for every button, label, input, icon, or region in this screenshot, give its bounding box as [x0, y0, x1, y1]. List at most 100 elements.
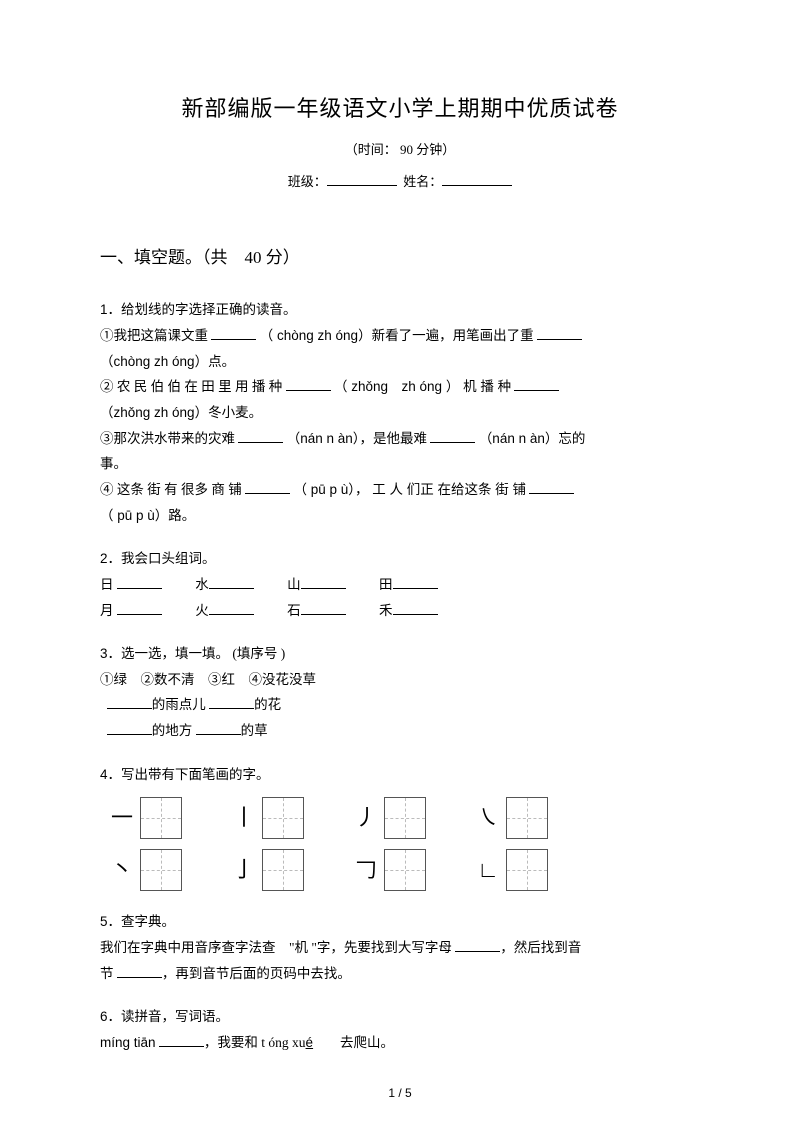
q1-blank3[interactable] — [286, 377, 331, 391]
q1-blank6[interactable] — [430, 429, 475, 443]
q5-text-a: 我们在字典中用音序查字法查 "机 "字，先要找到大写字母 — [100, 940, 452, 955]
q5-text-d: ，再到音节后面的页码中去找。 — [162, 966, 351, 981]
grid-box[interactable] — [140, 797, 182, 839]
q6-title: 读拼音，写词语。 — [121, 1009, 229, 1024]
grid-box[interactable] — [140, 849, 182, 891]
q5-b2[interactable] — [117, 964, 162, 978]
q1-blank1[interactable] — [211, 326, 256, 340]
q3-b2[interactable] — [209, 695, 254, 709]
q1-p1a: （ chòng zh óng）新看了一遍，用笔画出了重 — [260, 328, 534, 343]
q1-blank7[interactable] — [245, 480, 290, 494]
q2-w6: 火 — [195, 603, 209, 618]
q3-l2a: 的地方 — [152, 723, 193, 738]
q2-num: 2． — [100, 551, 121, 566]
q5-title: 查字典。 — [121, 914, 175, 929]
q3-l2b: 的草 — [241, 723, 268, 738]
q3-b3[interactable] — [107, 721, 152, 735]
stroke-2: 丨 — [232, 797, 256, 839]
q1-blank2[interactable] — [537, 326, 582, 340]
q2-w2: 水 — [195, 577, 209, 592]
q1-title: 给划线的字选择正确的读音。 — [121, 302, 297, 317]
q4-num: 4． — [100, 767, 121, 782]
q2-b1[interactable] — [117, 575, 162, 589]
stroke-3: 丿 — [354, 797, 378, 839]
q2-b6[interactable] — [209, 601, 254, 615]
question-4: 4．写出带有下面笔画的字。 一 丨 丿 ㇏ 丶 亅 𠃌 ∟ — [100, 762, 700, 892]
question-6: 6．读拼音，写词语。 míng tiān ，我要和 t óng xué 去爬山。 — [100, 1004, 700, 1055]
q1-p2a: （ zhǒng zh óng ） 机 播 种 — [334, 379, 511, 394]
grid-box[interactable] — [384, 797, 426, 839]
q3-l1b: 的花 — [254, 697, 281, 712]
stroke-row-2: 丶 亅 𠃌 ∟ — [110, 849, 700, 891]
q1-line4a: ④ 这条 街 有 很多 商 铺 — [100, 482, 242, 497]
stroke-8: ∟ — [476, 849, 500, 891]
q2-b8[interactable] — [393, 601, 438, 615]
q5-text-c: 节 — [100, 966, 114, 981]
stroke-7: 𠃌 — [354, 849, 378, 891]
q3-b4[interactable] — [196, 721, 241, 735]
grid-box[interactable] — [384, 849, 426, 891]
q2-b2[interactable] — [209, 575, 254, 589]
grid-box[interactable] — [506, 797, 548, 839]
q2-w8: 禾 — [379, 603, 393, 618]
q3-opts: ①绿 ②数不清 ③红 ④没花没草 — [100, 672, 316, 687]
grid-box[interactable] — [262, 849, 304, 891]
q2-w1: 日 — [100, 577, 114, 592]
q1-blank5[interactable] — [238, 429, 283, 443]
stroke-4: ㇏ — [476, 797, 500, 839]
q3-title: 选一选，填一填。 (填序号 ) — [121, 646, 285, 661]
q2-b3[interactable] — [301, 575, 346, 589]
stroke-6: 亅 — [232, 849, 256, 891]
name-blank[interactable] — [442, 172, 512, 186]
q5-num: 5． — [100, 914, 121, 929]
q1-num: 1． — [100, 302, 121, 317]
q6-mid: ，我要和 t óng xu — [204, 1035, 306, 1050]
q1-line1a: ①我把这篇课文重 — [100, 328, 208, 343]
grid-box[interactable] — [262, 797, 304, 839]
q2-title: 我会口头组词。 — [121, 551, 216, 566]
q2-b4[interactable] — [393, 575, 438, 589]
exam-title: 新部编版一年级语文小学上期期中优质试卷 — [100, 90, 700, 127]
q6-p2: é — [306, 1035, 314, 1050]
q5-b1[interactable] — [455, 938, 500, 952]
page-number: 1 / 5 — [0, 1083, 800, 1103]
q1-line1b: （chòng zh óng）点。 — [100, 354, 235, 369]
student-info: 班级： 姓名： — [100, 171, 700, 193]
q2-b7[interactable] — [301, 601, 346, 615]
q3-l1a: 的雨点儿 — [152, 697, 206, 712]
q6-num: 6． — [100, 1009, 121, 1024]
q4-title: 写出带有下面笔画的字。 — [121, 767, 270, 782]
q3-num: 3． — [100, 646, 121, 661]
class-blank[interactable] — [327, 172, 397, 186]
q2-w5: 月 — [100, 603, 114, 618]
question-1: 1．给划线的字选择正确的读音。 ①我把这篇课文重 （ chòng zh óng）… — [100, 297, 700, 528]
question-5: 5．查字典。 我们在字典中用音序查字法查 "机 "字，先要找到大写字母 ，然后找… — [100, 909, 700, 986]
q1-p4a: （ pū p ù）， 工 人 们正 在给这条 街 铺 — [294, 482, 527, 497]
question-2: 2．我会口头组词。 日 水 山 田 月 火 石 禾 — [100, 546, 700, 623]
name-label: 姓名： — [403, 174, 442, 189]
q1-line4b: （ pū p ù）路。 — [100, 508, 195, 523]
stroke-row-1: 一 丨 丿 ㇏ — [110, 797, 700, 839]
q1-line3a: ③那次洪水带来的灾难 — [100, 431, 235, 446]
stroke-5: 丶 — [110, 849, 134, 891]
q2-w7: 石 — [287, 603, 301, 618]
q2-w3: 山 — [287, 577, 301, 592]
class-label: 班级： — [288, 174, 327, 189]
q1-p3b: （nán n àn）忘的 — [479, 431, 586, 446]
q1-blank4[interactable] — [514, 377, 559, 391]
q5-text-b: ，然后找到音 — [500, 940, 581, 955]
q1-line2a: ② 农 民 伯 伯 在 田 里 用 播 种 — [100, 379, 282, 394]
q1-line2b: （zhǒng zh óng）冬小麦。 — [100, 405, 262, 420]
q2-w4: 田 — [379, 577, 393, 592]
stroke-1: 一 — [110, 797, 134, 839]
q2-b5[interactable] — [117, 601, 162, 615]
q1-blank8[interactable] — [529, 480, 574, 494]
section-1-heading: 一、填空题。（共 40 分） — [100, 244, 700, 273]
q6-end: 去爬山。 — [313, 1035, 394, 1050]
q1-line3end: 事。 — [100, 456, 127, 471]
q3-b1[interactable] — [107, 695, 152, 709]
grid-box[interactable] — [506, 849, 548, 891]
question-3: 3．选一选，填一填。 (填序号 ) ①绿 ②数不清 ③红 ④没花没草 的雨点儿 … — [100, 641, 700, 744]
q1-p3a: （nán n àn），是他最难 — [287, 431, 427, 446]
q6-b1[interactable] — [159, 1033, 204, 1047]
